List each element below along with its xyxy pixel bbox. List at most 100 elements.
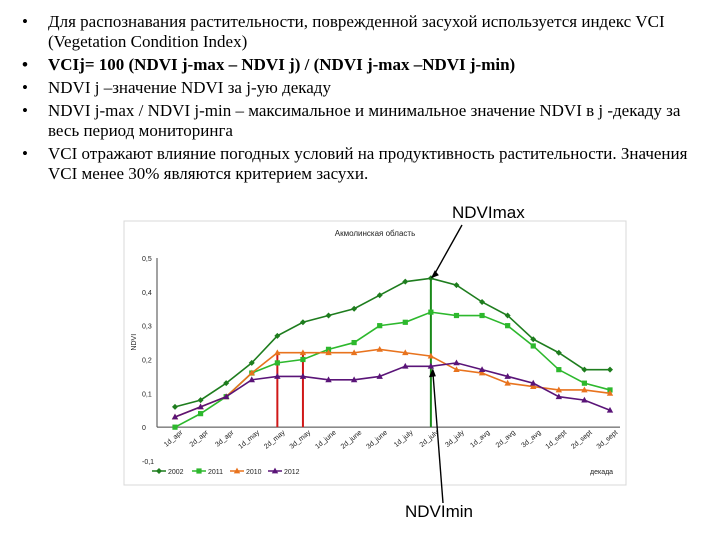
data-point [428, 309, 434, 315]
bullet-item: • NDVI j –значение NDVI за j-ую декаду [22, 78, 712, 98]
data-point [271, 467, 279, 474]
legend-label: 2010 [246, 469, 262, 476]
chart-title: Акмолинская область [335, 229, 415, 238]
ndvimin-arrowhead-icon [428, 368, 436, 378]
data-point [453, 282, 460, 289]
bullet-dot-icon: • [22, 55, 28, 74]
series-line [174, 362, 611, 418]
data-point [300, 356, 306, 363]
bullet-dot-icon: • [22, 12, 28, 31]
data-point [248, 369, 255, 376]
data-point [581, 386, 588, 393]
data-point [581, 380, 588, 386]
data-point [233, 467, 241, 474]
data-point [453, 312, 460, 319]
data-point [402, 319, 408, 325]
data-point [377, 323, 383, 329]
data-point [248, 376, 255, 383]
y-tick-label: 0 [142, 425, 146, 432]
y-axis-label: NDVI [131, 334, 138, 351]
data-point [556, 367, 562, 373]
series-2002 [172, 275, 613, 410]
data-point [453, 359, 460, 366]
bullet-text: VCI отражают влияние погодных условий на… [48, 144, 688, 183]
data-point [325, 349, 332, 356]
data-point [581, 396, 588, 403]
data-point [325, 376, 332, 383]
bullet-dot-icon: • [22, 144, 28, 163]
series-line [174, 277, 610, 408]
ndvimax-arrowhead-icon [430, 270, 439, 279]
data-point [606, 389, 614, 396]
y-tick-label: 0,3 [142, 324, 152, 331]
data-point [299, 349, 307, 356]
data-point [274, 360, 280, 366]
bullet-item: • VCI отражают влияние погодных условий н… [22, 144, 712, 184]
data-point [606, 406, 614, 413]
data-point [196, 468, 202, 474]
data-point [505, 323, 511, 329]
data-point [402, 278, 409, 285]
bullet-item: • VCIj= 100 (NDVI j-max – NDVI j) / (NDVI… [22, 55, 712, 75]
data-point [325, 312, 332, 319]
data-point [274, 332, 281, 339]
data-point [274, 373, 281, 379]
bullet-text: NDVI j-max / NDVI j-min – максимальное и… [48, 101, 681, 140]
data-point [376, 345, 383, 352]
data-point [427, 352, 435, 359]
data-point [478, 366, 486, 373]
data-point [607, 366, 613, 373]
data-point [530, 383, 537, 389]
data-point [156, 468, 162, 474]
data-point [274, 349, 281, 356]
y-tick-label: 0,4 [142, 290, 152, 297]
x-axis-label: декада [590, 469, 613, 476]
bullet-list: • Для распознавания растительности, повре… [22, 12, 712, 187]
data-point [299, 319, 306, 326]
data-point [222, 393, 230, 400]
data-point [555, 386, 563, 393]
ndvimin-label: NDVImin [405, 502, 474, 521]
data-point [530, 343, 536, 349]
data-point [555, 393, 563, 400]
data-point [530, 379, 537, 386]
bullet-item: • Для распознавания растительности, повре… [22, 12, 712, 52]
y-tick-label: -0,1 [142, 459, 154, 466]
legend-label: 2011 [208, 469, 223, 476]
bullet-dot-icon: • [22, 101, 28, 120]
data-point [504, 379, 511, 386]
data-point [402, 362, 409, 369]
data-point [350, 376, 358, 383]
data-point [479, 312, 485, 319]
y-tick-label: 0,2 [142, 358, 152, 365]
bullet-dot-icon: • [22, 78, 28, 97]
y-tick-label: 0,5 [142, 256, 152, 263]
data-point [350, 349, 358, 356]
ndvimax-arrow [433, 224, 463, 276]
data-point [376, 292, 383, 299]
legend-label: 2002 [168, 469, 184, 476]
data-point [197, 403, 204, 410]
data-point [555, 349, 562, 356]
data-point [172, 424, 178, 430]
ndvimin-arrow [432, 372, 444, 504]
data-point [197, 411, 204, 417]
data-point [427, 362, 435, 369]
data-point [581, 366, 588, 373]
data-point [171, 413, 179, 420]
data-point [504, 373, 511, 379]
data-point [351, 305, 358, 312]
legend-label: 2012 [284, 469, 300, 476]
chart-frame [123, 220, 627, 486]
data-point [172, 403, 178, 410]
data-point [453, 366, 460, 373]
data-point [504, 312, 511, 319]
series-2012 [171, 359, 614, 420]
data-point [376, 373, 383, 379]
data-point [299, 373, 307, 379]
data-point [248, 359, 255, 366]
data-point [197, 397, 204, 404]
bullet-text: Для распознавания растительности, повреж… [48, 12, 665, 51]
data-point [479, 298, 486, 305]
